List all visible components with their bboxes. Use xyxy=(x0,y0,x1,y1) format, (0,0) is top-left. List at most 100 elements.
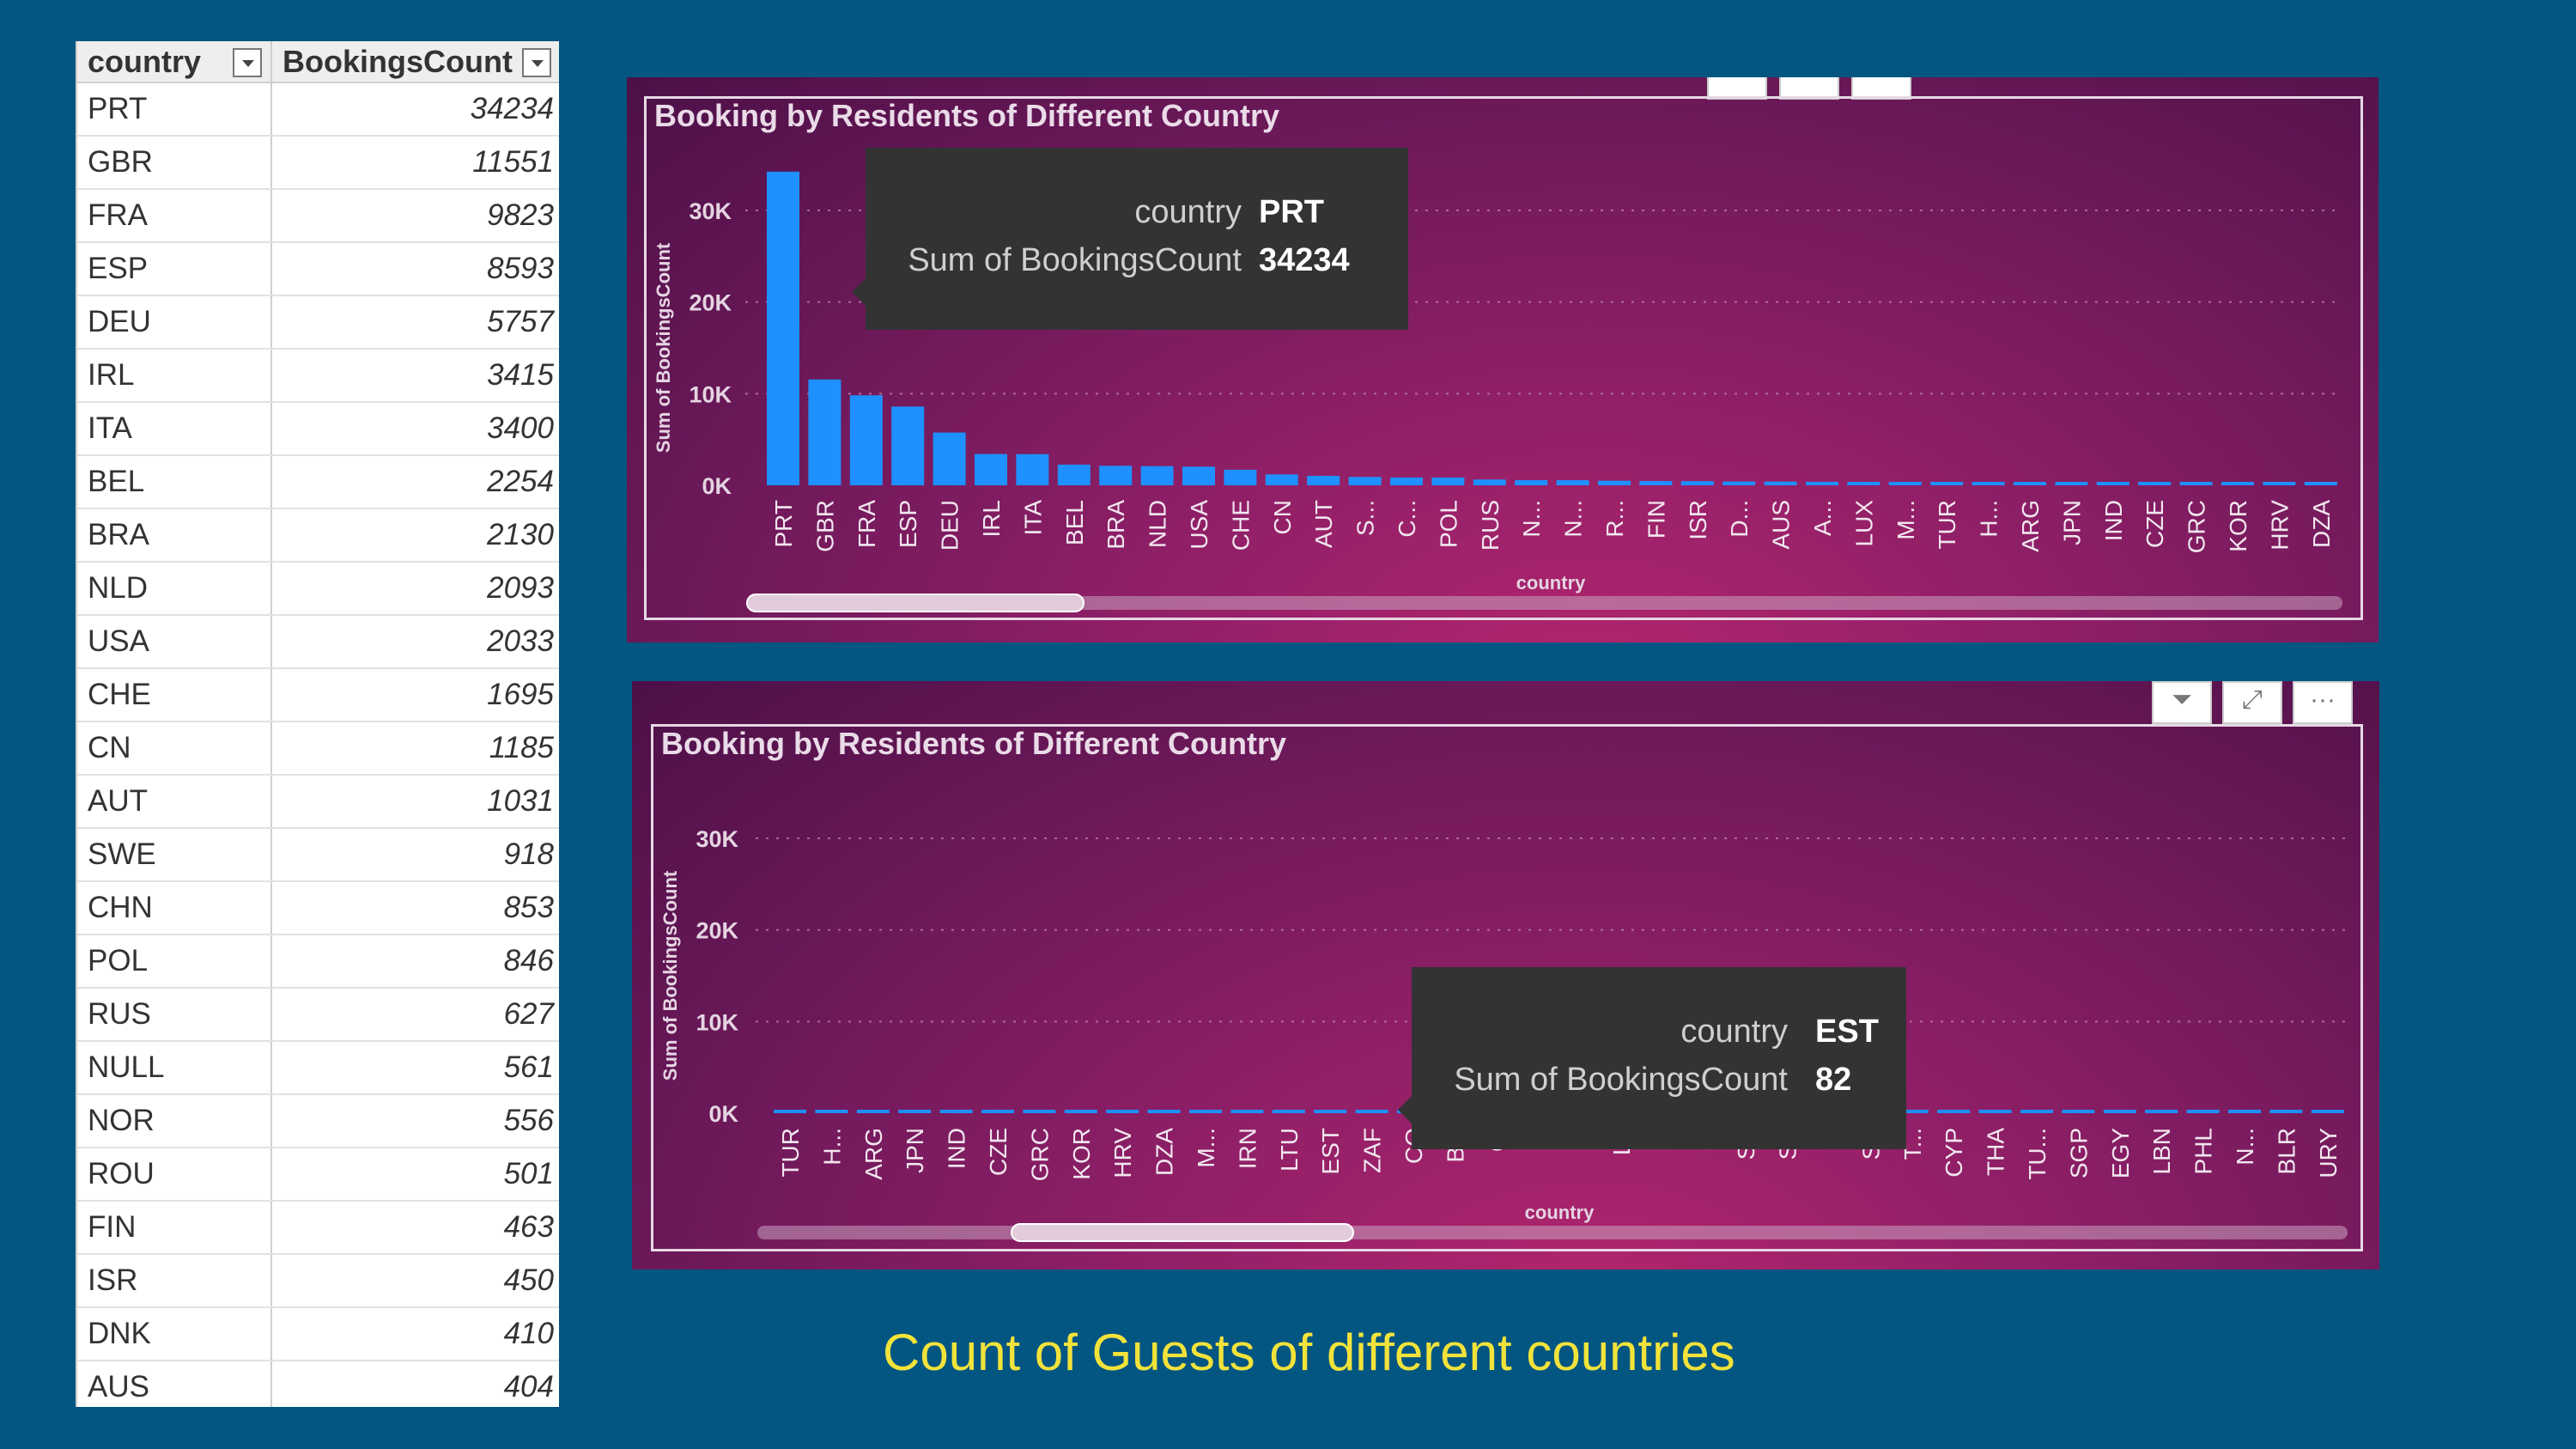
y-tick-label: 10K xyxy=(696,1009,738,1035)
x-tick-label: EGY xyxy=(2107,1128,2134,1178)
x-tick-label: IRN xyxy=(1234,1128,1261,1169)
table-header-row: country BookingsCount xyxy=(77,41,559,83)
cell-country: IRL xyxy=(77,349,272,403)
x-tick-label: IND xyxy=(2100,500,2127,541)
table-row[interactable]: BEL 2254 xyxy=(77,455,559,509)
cell-bookings-count: 2130 xyxy=(271,508,559,563)
bar-pol xyxy=(1431,477,1465,485)
tooltip-value: PRT xyxy=(1259,194,1324,230)
x-tick-label: RUS xyxy=(1477,500,1504,551)
bar-grc xyxy=(2179,482,2213,485)
table-row[interactable]: USA 2033 xyxy=(77,615,559,669)
bar-ltu xyxy=(1272,1110,1305,1113)
table-row[interactable]: ITA 3400 xyxy=(77,402,559,456)
table-row[interactable]: SWE 918 xyxy=(77,828,559,882)
tooltip-label: country xyxy=(1680,1014,1788,1050)
column-header-country[interactable]: country xyxy=(77,41,272,83)
table-row[interactable]: RUS 627 xyxy=(77,988,559,1042)
cell-bookings-count: 9823 xyxy=(271,189,559,243)
table-row[interactable]: POL 846 xyxy=(77,935,559,989)
x-tick-label: KOR xyxy=(2225,500,2251,552)
table-row[interactable]: FIN 463 xyxy=(77,1201,559,1255)
table-row[interactable]: NLD 2093 xyxy=(77,562,559,616)
bar-aut xyxy=(1307,476,1340,485)
bar-fin xyxy=(1639,481,1673,485)
bar-ind xyxy=(2096,482,2129,485)
table-row[interactable]: IRL 3415 xyxy=(77,349,559,403)
chevron-down-icon[interactable] xyxy=(522,48,551,77)
table-row[interactable]: FRA 9823 xyxy=(77,189,559,243)
y-axis-title: Sum of BookingsCount xyxy=(659,870,681,1081)
cell-bookings-count: 450 xyxy=(271,1254,559,1308)
table-row[interactable]: NULL 561 xyxy=(77,1041,559,1095)
x-tick-label: KOR xyxy=(1068,1128,1095,1180)
table-row[interactable]: CHN 853 xyxy=(77,881,559,935)
filter-icon[interactable]: ⏷ xyxy=(2152,681,2212,724)
filter-icon[interactable] xyxy=(1707,77,1767,100)
cell-bookings-count: 2254 xyxy=(271,455,559,509)
table-row[interactable]: PRT 34234 xyxy=(77,82,559,137)
cell-country: SWE xyxy=(77,828,272,882)
column-header-bookingscount[interactable]: BookingsCount xyxy=(271,41,559,83)
cell-bookings-count: 404 xyxy=(271,1361,559,1407)
tooltip-label: Sum of BookingsCount xyxy=(908,242,1242,278)
cell-country: PRT xyxy=(77,82,272,137)
x-tick-label: DEU xyxy=(937,500,963,551)
bar-chart-panel-bottom[interactable]: ⏷ ⤢ ··· Booking by Residents of Differen… xyxy=(632,681,2379,1269)
y-tick-label: 20K xyxy=(689,290,732,316)
x-tick-label: GRC xyxy=(2184,500,2210,553)
table-row[interactable]: BRA 2130 xyxy=(77,508,559,563)
chart-border xyxy=(644,96,2363,620)
table-row[interactable]: ISR 450 xyxy=(77,1254,559,1308)
cell-country: BEL xyxy=(77,455,272,509)
table-row[interactable]: NOR 556 xyxy=(77,1094,559,1148)
cell-country: NOR xyxy=(77,1094,272,1148)
table-row[interactable]: CN 1185 xyxy=(77,721,559,776)
focus-mode-icon[interactable]: ⤢ xyxy=(2222,681,2282,724)
bar-arg xyxy=(856,1110,890,1113)
bar-hrv xyxy=(1106,1110,1139,1113)
x-tick-label: PHL xyxy=(2190,1128,2217,1174)
scrollbar-thumb xyxy=(1011,1223,1354,1242)
bar-chart-panel-top[interactable]: Booking by Residents of Different Countr… xyxy=(627,77,2379,642)
column-header-label: country xyxy=(88,43,202,79)
bar-d xyxy=(1722,481,1756,485)
more-options-icon[interactable]: ··· xyxy=(2293,681,2353,724)
x-tick-label: IRL xyxy=(978,500,1005,538)
table-row[interactable]: ROU 501 xyxy=(77,1148,559,1202)
bar-n xyxy=(1556,480,1589,485)
focus-mode-icon[interactable] xyxy=(1779,77,1839,100)
x-tick-label: TUR xyxy=(1934,500,1960,550)
cell-bookings-count: 5757 xyxy=(271,295,559,350)
bar-blr xyxy=(2269,1110,2303,1113)
bar-kor xyxy=(2221,482,2254,485)
x-tick-label: URY xyxy=(2315,1128,2342,1178)
more-options-icon[interactable] xyxy=(1851,77,1911,100)
table-row[interactable]: AUS 404 xyxy=(77,1361,559,1407)
chevron-down-icon[interactable] xyxy=(233,48,262,77)
cell-bookings-count: 11551 xyxy=(271,136,559,190)
cell-bookings-count: 501 xyxy=(271,1148,559,1202)
table-row[interactable]: ESP 8593 xyxy=(77,242,559,296)
cell-bookings-count: 1185 xyxy=(271,721,559,776)
bar-zaf xyxy=(1355,1110,1388,1113)
table-row[interactable]: AUT 1031 xyxy=(77,775,559,829)
x-tick-label: M... xyxy=(1893,500,1919,540)
bar-dza xyxy=(1147,1110,1181,1113)
bar-tur xyxy=(774,1110,806,1113)
bar-egy xyxy=(2103,1110,2136,1113)
bar-irl xyxy=(975,454,1007,485)
bar-usa xyxy=(1182,466,1215,485)
cell-country: CHE xyxy=(77,668,272,722)
table-row[interactable]: DNK 410 xyxy=(77,1307,559,1361)
x-tick-label: FIN xyxy=(1643,500,1669,539)
cell-country: DNK xyxy=(77,1307,272,1361)
table-row[interactable]: DEU 5757 xyxy=(77,295,559,350)
cell-country: ESP xyxy=(77,242,272,296)
table-row[interactable]: CHE 1695 xyxy=(77,668,559,722)
y-tick-label: 20K xyxy=(696,918,738,944)
x-tick-label: JPN xyxy=(2058,500,2085,545)
x-tick-label: ESP xyxy=(895,500,921,548)
table-row[interactable]: GBR 11551 xyxy=(77,136,559,190)
y-tick-label: 30K xyxy=(689,198,732,224)
